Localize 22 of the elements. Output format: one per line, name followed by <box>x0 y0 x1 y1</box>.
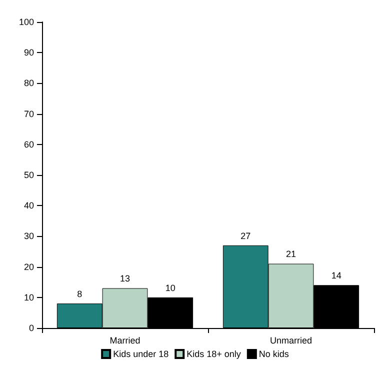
x-tick-label: Unmarried <box>270 336 312 346</box>
y-tick-label: 10 <box>24 292 34 302</box>
y-tick-label: 60 <box>24 139 34 150</box>
legend-label: Kids under 18 <box>113 349 169 359</box>
y-tick-label: 20 <box>24 262 34 272</box>
data-label: 10 <box>165 282 176 293</box>
data-label: 27 <box>240 230 251 241</box>
y-tick-label: 70 <box>24 108 34 119</box>
data-label: 21 <box>286 249 296 260</box>
y-tick-label: 90 <box>24 48 34 58</box>
y-tick-label: 80 <box>24 78 34 88</box>
y-tick-label: 0 <box>28 323 34 333</box>
legend-label: Kids 18+ only <box>186 349 242 359</box>
y-tick-label: 50 <box>24 170 34 180</box>
data-label: 8 <box>77 289 82 300</box>
y-tick-label: 100 <box>18 17 34 27</box>
x-tick-label: Married <box>110 336 140 346</box>
data-label: 14 <box>331 270 342 281</box>
y-tick-label: 30 <box>24 231 34 242</box>
data-label: 13 <box>120 274 130 284</box>
legend-label: No kids <box>258 349 290 359</box>
y-tick-label: 40 <box>24 200 34 211</box>
